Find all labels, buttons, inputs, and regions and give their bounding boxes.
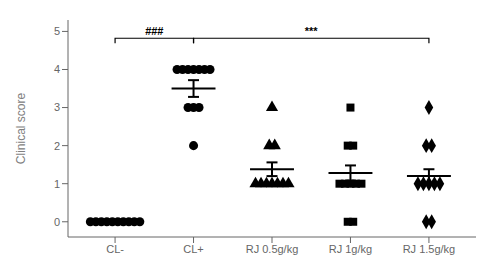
svg-text:RJ 1.5g/kg: RJ 1.5g/kg bbox=[403, 243, 456, 255]
svg-text:CL+: CL+ bbox=[183, 243, 204, 255]
svg-text:***: *** bbox=[305, 25, 319, 37]
svg-text:Clinical score: Clinical score bbox=[14, 92, 28, 164]
svg-text:###: ### bbox=[145, 25, 163, 37]
svg-text:RJ 0.5g/kg: RJ 0.5g/kg bbox=[246, 243, 299, 255]
svg-text:4: 4 bbox=[54, 63, 60, 75]
svg-text:2: 2 bbox=[54, 140, 60, 152]
svg-text:3: 3 bbox=[54, 101, 60, 113]
svg-text:CL-: CL- bbox=[106, 243, 124, 255]
svg-text:1: 1 bbox=[54, 178, 60, 190]
svg-text:RJ 1g/kg: RJ 1g/kg bbox=[329, 243, 372, 255]
svg-text:0: 0 bbox=[54, 216, 60, 228]
svg-text:5: 5 bbox=[54, 25, 60, 37]
